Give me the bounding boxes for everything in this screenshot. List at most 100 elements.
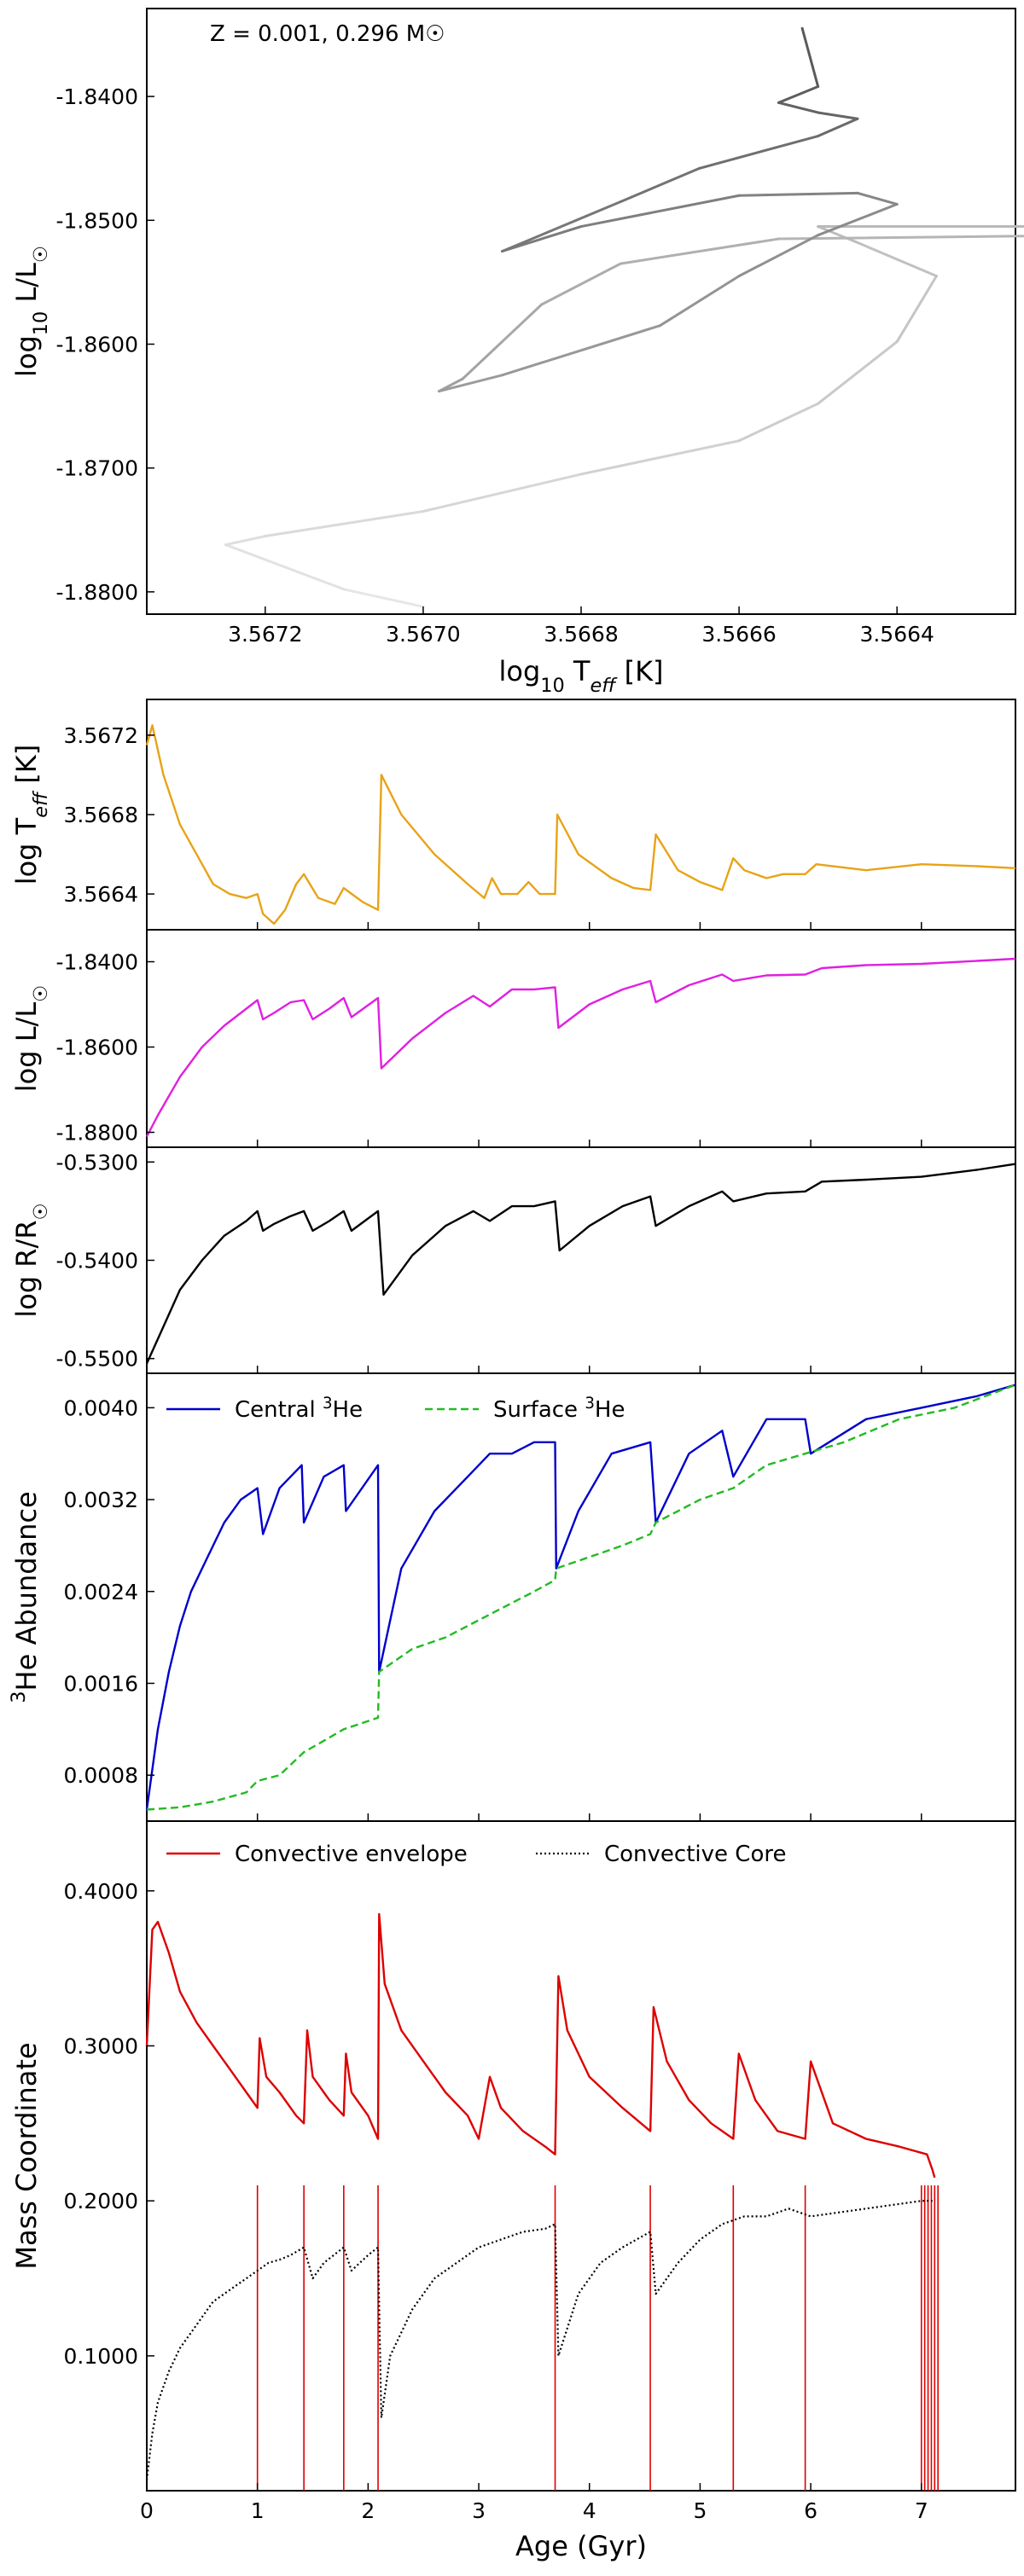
hr-track-segment (224, 543, 346, 591)
convective-envelope-line (145, 1912, 936, 2179)
hr-track-segment (817, 225, 859, 244)
legend-central-he3-label: Central 3He (235, 1395, 363, 1424)
x-tick-label: 3.5666 (701, 622, 776, 647)
hr-track-segment (895, 275, 938, 344)
radius-series-line (145, 1163, 1016, 1364)
y-tick-label: 0.0016 (64, 1671, 138, 1696)
y-tick-label: 3.5664 (64, 882, 138, 907)
hr-track-segment (342, 588, 425, 608)
surface-he3-line (146, 1384, 1016, 1811)
hr-track-segment (264, 509, 425, 538)
hr-track-segment (500, 200, 622, 253)
hr-track-segment (800, 26, 820, 88)
legend-envelope-label: Convective envelope (235, 1842, 468, 1867)
hr-track-segment (777, 101, 820, 114)
teff-plot-frame (146, 699, 1016, 931)
y-tick-label: 3.5668 (64, 803, 138, 827)
teff-y-axis-label: log Teff [K] (10, 745, 52, 885)
y-tick-label: 3.5672 (64, 723, 138, 748)
hr-track-segment (737, 402, 820, 443)
y-tick-label: 0.2000 (64, 2189, 138, 2213)
teff-panel: 3.5664 3.5668 3.5672 log Teff [K] (10, 699, 1016, 931)
hr-track-segment (461, 340, 503, 380)
x-tick-label: 2 (361, 2498, 375, 2523)
luminosity-panel: -1.8400 -1.8600 -1.8800 log L/L☉ (10, 929, 1016, 1148)
hr-track-segment (619, 166, 701, 204)
teff-series-line (145, 724, 1016, 925)
hr-track-segment (777, 235, 1024, 241)
hr-track-segment (856, 191, 899, 206)
he3-plot-frame (146, 1372, 1016, 1822)
hr-track-segment (777, 84, 820, 104)
y-tick-label: 0.0008 (64, 1763, 138, 1788)
lum-series-line (145, 957, 1016, 1138)
hr-track-segment (817, 111, 859, 120)
hr-track-segment (817, 202, 899, 237)
central-he3-line (145, 1384, 1016, 1810)
y-tick-label: -1.8400 (56, 950, 139, 975)
y-tick-label: 0.0040 (64, 1395, 138, 1420)
hr-plot-frame (146, 8, 1016, 615)
legend-surface-he3-label: Surface 3He (493, 1395, 625, 1424)
hr-track-segment (500, 303, 544, 344)
hr-track-segment (579, 194, 741, 229)
mass-coordinate-panel: 0.1000 0.2000 0.3000 0.4000 0 1 2 3 4 5 6 7 Convecti… (10, 1820, 1016, 2562)
hr-track-segment (817, 340, 899, 405)
y-tick-label: -0.5300 (56, 1150, 139, 1175)
hr-track-segment (422, 473, 583, 513)
y-tick-label: -1.8700 (56, 456, 139, 481)
mass-y-axis-label: Mass Coordinate (10, 2042, 43, 2269)
legend-core-label: Convective Core (604, 1842, 786, 1867)
y-tick-label: 0.0032 (64, 1488, 138, 1512)
hr-track-segment (856, 241, 938, 278)
y-tick-label: -1.8800 (56, 1121, 139, 1146)
y-tick-label: -1.8800 (56, 580, 139, 605)
hr-diagram-panel: -1.8400 -1.8500 -1.8600 -1.8700 -1.8800 3.567… (10, 8, 1024, 697)
hr-y-axis-label: log10 L/L☉ (10, 246, 52, 377)
y-tick-label: 0.3000 (64, 2034, 138, 2058)
lum-plot-frame (146, 929, 1016, 1148)
radius-plot-frame (146, 1146, 1016, 1374)
hr-track-segment (737, 234, 820, 278)
hr-track-segment (437, 374, 503, 393)
hr-annotation: Z = 0.001, 0.296 M☉ (210, 21, 445, 47)
y-tick-label: -1.8600 (56, 332, 139, 357)
hr-track-segment (500, 324, 662, 377)
hr-x-axis-label: log10 Teff [K] (498, 655, 663, 697)
mass-plot-frame (146, 1820, 1016, 2492)
hr-track-segment (579, 439, 741, 476)
x-tick-label: 3.5668 (544, 622, 618, 647)
x-tick-label: 7 (915, 2498, 928, 2523)
y-tick-label: 0.1000 (64, 2344, 138, 2369)
y-tick-label: -0.5500 (56, 1347, 139, 1372)
y-tick-label: -1.8500 (56, 208, 139, 233)
x-tick-label: 3.5672 (228, 622, 302, 647)
x-tick-label: 4 (583, 2498, 596, 2523)
x-tick-label: 3.5664 (859, 622, 934, 647)
hr-track-segment (817, 117, 859, 138)
x-tick-label: 6 (804, 2498, 817, 2523)
x-tick-label: 3.5670 (386, 622, 460, 647)
hr-track-segment (224, 535, 267, 547)
hr-track-segment (737, 191, 859, 197)
he3-abundance-panel: 0.0008 0.0016 0.0024 0.0032 0.0040 Central 3H… (8, 1372, 1016, 1822)
hr-track-segment (540, 262, 622, 306)
hr-track-segment (619, 237, 780, 265)
radius-panel: -0.5300 -0.5400 -0.5500 log R/R☉ (10, 1146, 1016, 1374)
radius-y-axis-label: log R/R☉ (10, 1203, 52, 1317)
y-tick-label: -0.5400 (56, 1249, 139, 1273)
x-tick-label: 0 (140, 2498, 154, 2523)
age-x-axis-label: Age (Gyr) (515, 2530, 647, 2562)
y-tick-label: 0.4000 (64, 1879, 138, 1904)
x-tick-label: 5 (693, 2498, 707, 2523)
y-tick-label: 0.0024 (64, 1580, 138, 1604)
convective-core-line (145, 2200, 933, 2480)
y-tick-label: -1.8600 (56, 1036, 139, 1060)
he3-y-axis-label: 3He Abundance (8, 1491, 43, 1703)
y-tick-label: -1.8400 (56, 84, 139, 109)
hr-track-segment (698, 135, 820, 170)
x-tick-label: 1 (251, 2498, 265, 2523)
x-tick-label: 3 (472, 2498, 486, 2523)
lum-y-axis-label: log L/L☉ (10, 985, 52, 1092)
